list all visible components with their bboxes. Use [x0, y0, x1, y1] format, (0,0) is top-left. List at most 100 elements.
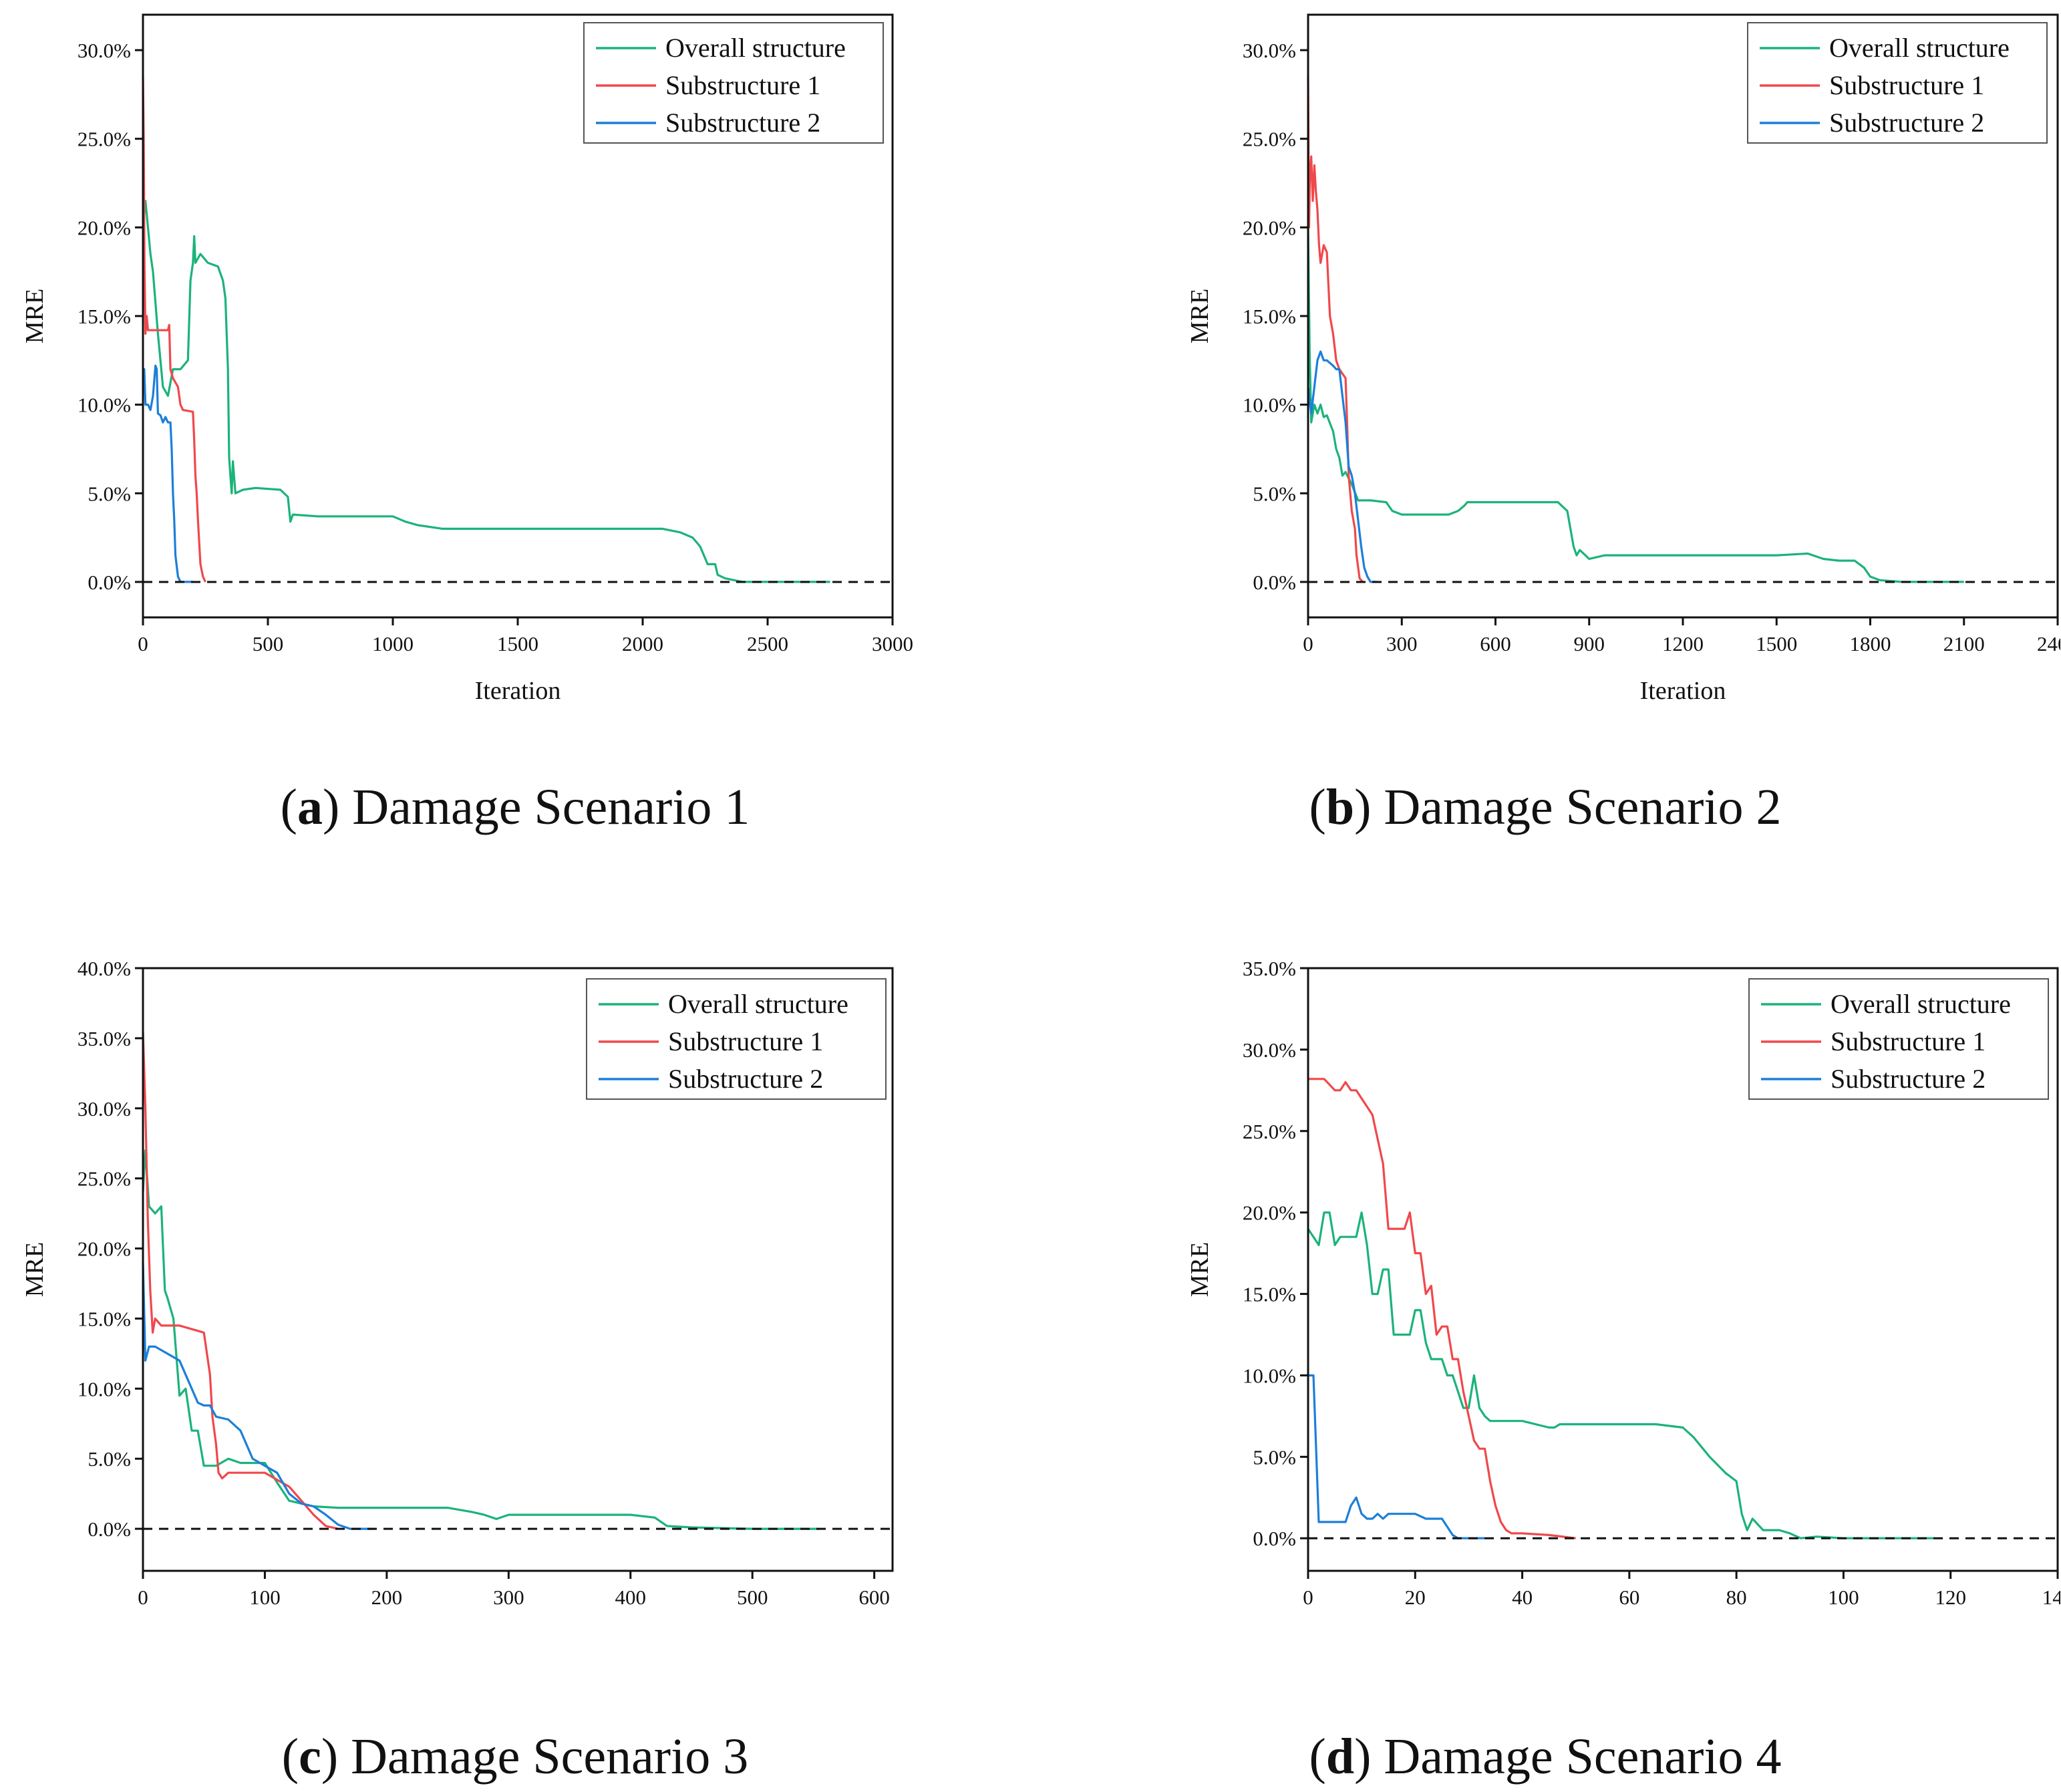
y-axis-title: MRE — [1186, 1242, 1214, 1297]
y-tick-label: 20.0% — [77, 216, 131, 239]
caption-letter: c — [299, 1729, 321, 1785]
y-tick-label: 20.0% — [77, 1237, 131, 1261]
y-tick-label: 25.0% — [1243, 1120, 1296, 1143]
series-line-substructure-2 — [142, 1262, 375, 1530]
series-line-overall-structure — [142, 200, 830, 583]
x-tick-label: 1500 — [1756, 632, 1797, 655]
x-tick-label: 40 — [1512, 1586, 1533, 1609]
y-tick-label: 15.0% — [77, 1307, 131, 1330]
x-tick-label: 60 — [1619, 1586, 1639, 1609]
legend-label: Overall structure — [668, 989, 848, 1019]
series-line-substructure-2 — [1308, 1374, 1485, 1539]
caption-c: (c) Damage Scenario 3 — [281, 1729, 749, 1785]
legend-label: Substructure 1 — [665, 70, 820, 100]
series-line-substructure-2 — [142, 364, 193, 583]
y-axis-title: MRE — [1186, 289, 1214, 343]
x-tick-label: 600 — [1480, 632, 1511, 655]
caption-text: Damage Scenario 4 — [1384, 1729, 1782, 1785]
legend-label: Substructure 1 — [1829, 70, 1984, 100]
series-line-substructure-1 — [142, 76, 206, 583]
x-tick-label: 80 — [1726, 1586, 1747, 1609]
y-axis-title: MRE — [21, 289, 49, 343]
series-line-overall-structure — [142, 1149, 820, 1530]
x-tick-label: 1500 — [497, 632, 538, 655]
legend-label: Substructure 1 — [668, 1026, 823, 1056]
x-tick-label: 0 — [138, 1586, 148, 1609]
caption-text: Damage Scenario 3 — [351, 1729, 749, 1785]
legend-label: Overall structure — [1829, 33, 2010, 63]
y-tick-label: 30.0% — [1243, 1038, 1296, 1062]
panel-a: 0 500 1000 1500 2000 2500 3000 0.0% 5.0% 10.0% 15.… — [0, 0, 1030, 896]
legend-label: Substructure 2 — [668, 1064, 823, 1094]
x-tick-label: 20 — [1405, 1586, 1426, 1609]
x-tick-label: 1000 — [372, 632, 414, 655]
y-tick-label: 25.0% — [77, 128, 131, 151]
panel-c: 0 100 200 300 400 500 600 0.0% 5.0% 10.0% 15.0% 20.… — [0, 896, 1030, 1792]
x-tick-label: 1800 — [1850, 632, 1891, 655]
x-tick-label: 0 — [1303, 1586, 1313, 1609]
y-tick-label: 15.0% — [1243, 1283, 1296, 1306]
x-tick-label: 0 — [138, 632, 148, 655]
chart-d: 0 20 40 60 80 100 120 140 0.0% 5.0% 10.0% 15.0% 20.0… — [1186, 957, 2060, 1631]
x-tick-label: 300 — [1386, 632, 1418, 655]
caption-letter: d — [1325, 1729, 1355, 1785]
y-tick-label: 0.0% — [1253, 571, 1296, 594]
caption-letter: b — [1325, 779, 1355, 835]
x-axis-title: Iteration — [1640, 1630, 1726, 1631]
y-tick-label: 5.0% — [88, 1447, 131, 1471]
x-tick-label: 600 — [858, 1586, 890, 1609]
chart-c: 0 100 200 300 400 500 600 0.0% 5.0% 10.0% 15.0% 20.… — [21, 957, 894, 1631]
legend-box — [1747, 22, 2048, 144]
x-axis-title: Iteration — [1640, 677, 1726, 705]
y-tick-label: 5.0% — [88, 482, 131, 505]
series-line-overall-structure — [1307, 1211, 1935, 1539]
x-tick-label: 1200 — [1662, 632, 1704, 655]
panel-b: 0 300 600 900 1200 1500 1800 2100 2400 0.0% 5.0% 10… — [1030, 0, 2060, 896]
y-tick-label: 35.0% — [77, 1027, 131, 1050]
x-tick-label: 2100 — [1943, 632, 1985, 655]
legend-label: Substructure 1 — [1831, 1026, 1986, 1056]
y-tick-label: 30.0% — [77, 1097, 131, 1121]
x-tick-label: 900 — [1574, 632, 1605, 655]
y-tick-label: 20.0% — [1243, 1201, 1296, 1225]
x-tick-label: 400 — [615, 1586, 647, 1609]
legend-label: Substructure 2 — [1829, 108, 1984, 138]
caption-letter: a — [297, 779, 323, 835]
x-axis-title: Iteration — [475, 677, 561, 705]
legend-label: Substructure 2 — [1831, 1064, 1986, 1094]
chart-b: 0 300 600 900 1200 1500 1800 2100 2400 0.0% 5.0% 10… — [1186, 13, 2060, 705]
y-tick-label: 25.0% — [1243, 128, 1296, 151]
x-tick-label: 120 — [1935, 1586, 1966, 1609]
x-axis-title: Iteration — [475, 1630, 561, 1631]
legend-label: Overall structure — [1831, 989, 2011, 1019]
caption-text: Damage Scenario 1 — [352, 779, 750, 835]
x-tick-label: 100 — [1828, 1586, 1859, 1609]
x-tick-label: 2500 — [747, 632, 788, 655]
series-line-substructure-1 — [1307, 76, 1364, 583]
x-tick-label: 500 — [253, 632, 284, 655]
y-tick-label: 30.0% — [77, 39, 131, 62]
y-tick-label: 35.0% — [1243, 957, 1296, 980]
y-tick-label: 0.0% — [88, 1517, 131, 1541]
y-tick-label: 0.0% — [1253, 1527, 1296, 1550]
y-tick-label: 40.0% — [77, 957, 131, 980]
caption-b: (b) Damage Scenario 2 — [1309, 779, 1782, 835]
x-tick-label: 100 — [249, 1586, 281, 1609]
x-tick-label: 200 — [371, 1586, 403, 1609]
y-tick-label: 25.0% — [77, 1167, 131, 1191]
y-tick-label: 30.0% — [1243, 39, 1296, 62]
y-tick-label: 5.0% — [1253, 482, 1296, 505]
caption-a: (a) Damage Scenario 1 — [280, 779, 750, 835]
chart-a: 0 500 1000 1500 2000 2500 3000 0.0% 5.0% 10.0% 15.… — [21, 13, 913, 705]
y-tick-label: 5.0% — [1253, 1445, 1296, 1469]
x-tick-label: 300 — [493, 1586, 524, 1609]
y-axis-title: MRE — [21, 1242, 49, 1297]
y-tick-label: 10.0% — [1243, 1364, 1296, 1387]
y-tick-label: 15.0% — [77, 305, 131, 328]
series-line-substructure-1 — [142, 1031, 339, 1530]
x-tick-label: 0 — [1303, 632, 1313, 655]
y-tick-label: 10.0% — [1243, 394, 1296, 417]
x-tick-label: 3000 — [872, 632, 913, 655]
caption-text: Damage Scenario 2 — [1384, 779, 1782, 835]
